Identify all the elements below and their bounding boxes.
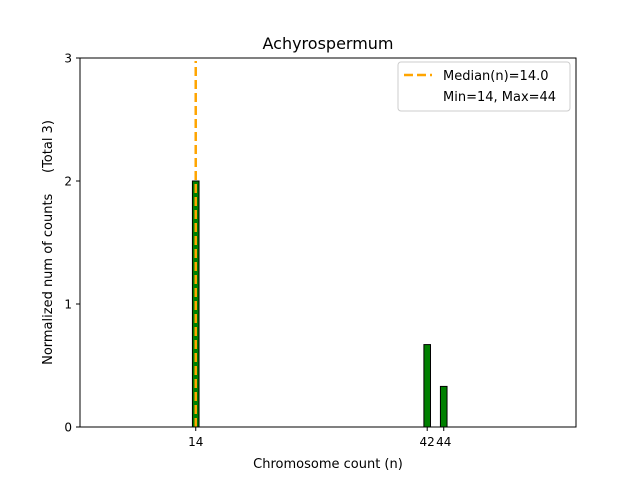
legend-median-label: Median(n)=14.0 [443, 69, 549, 84]
legend-range-label: Min=14, Max=44 [443, 90, 556, 105]
x-tick-label-44: 44 [436, 435, 451, 449]
bar-44 [439, 385, 448, 428]
x-axis-ticks: 14 42 44 [188, 427, 451, 449]
x-tick-label-42: 42 [420, 435, 435, 449]
legend: Median(n)=14.0 Min=14, Max=44 [397, 61, 571, 112]
y-axis-label: Normalized num of counts (Total 3) [41, 120, 56, 365]
plot-frame [79, 57, 577, 428]
chart-title: Achyrospermum [262, 34, 393, 53]
legend-box [397, 61, 571, 112]
x-axis-label: Chromosome count (n) [253, 457, 403, 472]
y-axis-ticks: 0 1 2 3 [64, 52, 80, 435]
bar-42 [423, 344, 432, 428]
y-tick-label-1: 1 [64, 298, 72, 312]
y-tick-label-2: 2 [64, 175, 72, 189]
x-tick-label-14: 14 [188, 435, 203, 449]
y-tick-label-0: 0 [64, 421, 72, 435]
y-tick-label-3: 3 [64, 52, 72, 66]
